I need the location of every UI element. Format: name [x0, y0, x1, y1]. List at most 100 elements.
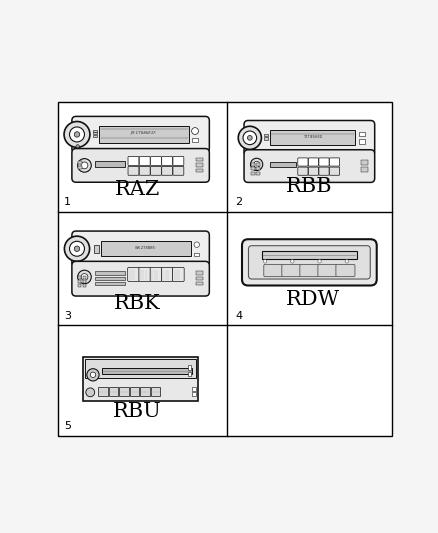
Circle shape [64, 122, 90, 147]
FancyBboxPatch shape [248, 246, 369, 279]
FancyBboxPatch shape [72, 149, 209, 182]
Bar [196, 277, 202, 280]
FancyBboxPatch shape [72, 231, 209, 266]
Bar [140, 387, 149, 397]
Circle shape [81, 162, 88, 169]
Bar [187, 366, 191, 369]
Circle shape [78, 270, 91, 284]
FancyBboxPatch shape [328, 158, 339, 166]
FancyBboxPatch shape [128, 166, 138, 175]
Circle shape [74, 246, 80, 252]
FancyBboxPatch shape [150, 268, 161, 281]
Circle shape [69, 241, 84, 256]
Bar [255, 167, 259, 171]
Bar [119, 387, 128, 397]
FancyBboxPatch shape [307, 167, 318, 175]
Circle shape [87, 369, 99, 381]
Bar [250, 163, 254, 166]
Bar [83, 280, 86, 283]
FancyBboxPatch shape [299, 264, 318, 277]
FancyBboxPatch shape [318, 158, 328, 166]
Bar [83, 357, 198, 401]
Bar [360, 160, 367, 165]
Bar [102, 368, 191, 374]
Bar [261, 252, 356, 259]
FancyBboxPatch shape [241, 239, 376, 286]
FancyBboxPatch shape [307, 158, 318, 166]
Bar [195, 163, 202, 167]
Bar [359, 139, 364, 144]
Bar [130, 387, 139, 397]
Circle shape [290, 260, 293, 263]
FancyBboxPatch shape [173, 157, 184, 165]
Bar [93, 132, 97, 134]
FancyBboxPatch shape [161, 157, 172, 165]
FancyBboxPatch shape [173, 166, 184, 175]
Circle shape [238, 126, 261, 149]
Bar [95, 161, 125, 167]
Text: 3: 3 [64, 311, 71, 321]
FancyBboxPatch shape [139, 157, 150, 165]
FancyBboxPatch shape [317, 264, 336, 277]
Bar [191, 392, 196, 397]
Bar [78, 280, 81, 283]
Circle shape [69, 127, 84, 142]
Circle shape [263, 260, 266, 263]
Bar [192, 138, 198, 142]
FancyBboxPatch shape [150, 166, 161, 175]
Circle shape [78, 159, 91, 172]
Text: RBK: RBK [113, 294, 160, 313]
Bar [255, 172, 259, 175]
Text: RBB: RBB [286, 177, 332, 196]
Bar [95, 271, 125, 274]
Text: WR.ZT8BBE:: WR.ZT8BBE: [135, 246, 157, 250]
Bar [83, 284, 86, 287]
Circle shape [76, 144, 79, 148]
Bar [264, 138, 267, 140]
Text: 5: 5 [64, 421, 71, 431]
FancyBboxPatch shape [161, 268, 173, 281]
Bar [78, 284, 81, 287]
Circle shape [317, 260, 321, 263]
FancyBboxPatch shape [128, 157, 138, 165]
Text: TZTIE568D: TZTIE568D [302, 135, 322, 139]
Bar [250, 167, 254, 171]
Bar [270, 131, 354, 146]
Text: 1: 1 [64, 197, 71, 207]
Bar [270, 163, 295, 167]
Bar [151, 387, 160, 397]
Text: 4: 4 [235, 311, 242, 321]
Bar [250, 172, 254, 175]
Bar [95, 277, 125, 280]
Circle shape [81, 273, 88, 280]
Bar [196, 271, 202, 274]
Bar [359, 132, 364, 136]
FancyBboxPatch shape [72, 116, 209, 152]
FancyBboxPatch shape [150, 157, 161, 165]
FancyBboxPatch shape [244, 120, 374, 155]
Text: JM.CT886E1F.: JM.CT886E1F. [131, 131, 157, 135]
FancyBboxPatch shape [127, 268, 139, 281]
Circle shape [250, 158, 262, 171]
FancyBboxPatch shape [172, 268, 184, 281]
Circle shape [64, 236, 89, 261]
Bar [78, 160, 82, 164]
Bar [93, 135, 97, 137]
FancyBboxPatch shape [72, 261, 209, 296]
Circle shape [194, 242, 199, 247]
Bar [83, 276, 86, 279]
Bar [191, 387, 196, 391]
Bar [99, 126, 189, 143]
FancyBboxPatch shape [263, 264, 282, 277]
FancyBboxPatch shape [335, 264, 354, 277]
Bar [360, 167, 367, 172]
Bar [255, 163, 259, 166]
Bar [78, 166, 82, 169]
Circle shape [86, 388, 95, 397]
Text: RDW: RDW [285, 290, 339, 309]
FancyBboxPatch shape [244, 150, 374, 182]
Bar [78, 276, 81, 279]
FancyBboxPatch shape [161, 166, 172, 175]
Bar [194, 253, 199, 256]
Bar [264, 134, 267, 136]
